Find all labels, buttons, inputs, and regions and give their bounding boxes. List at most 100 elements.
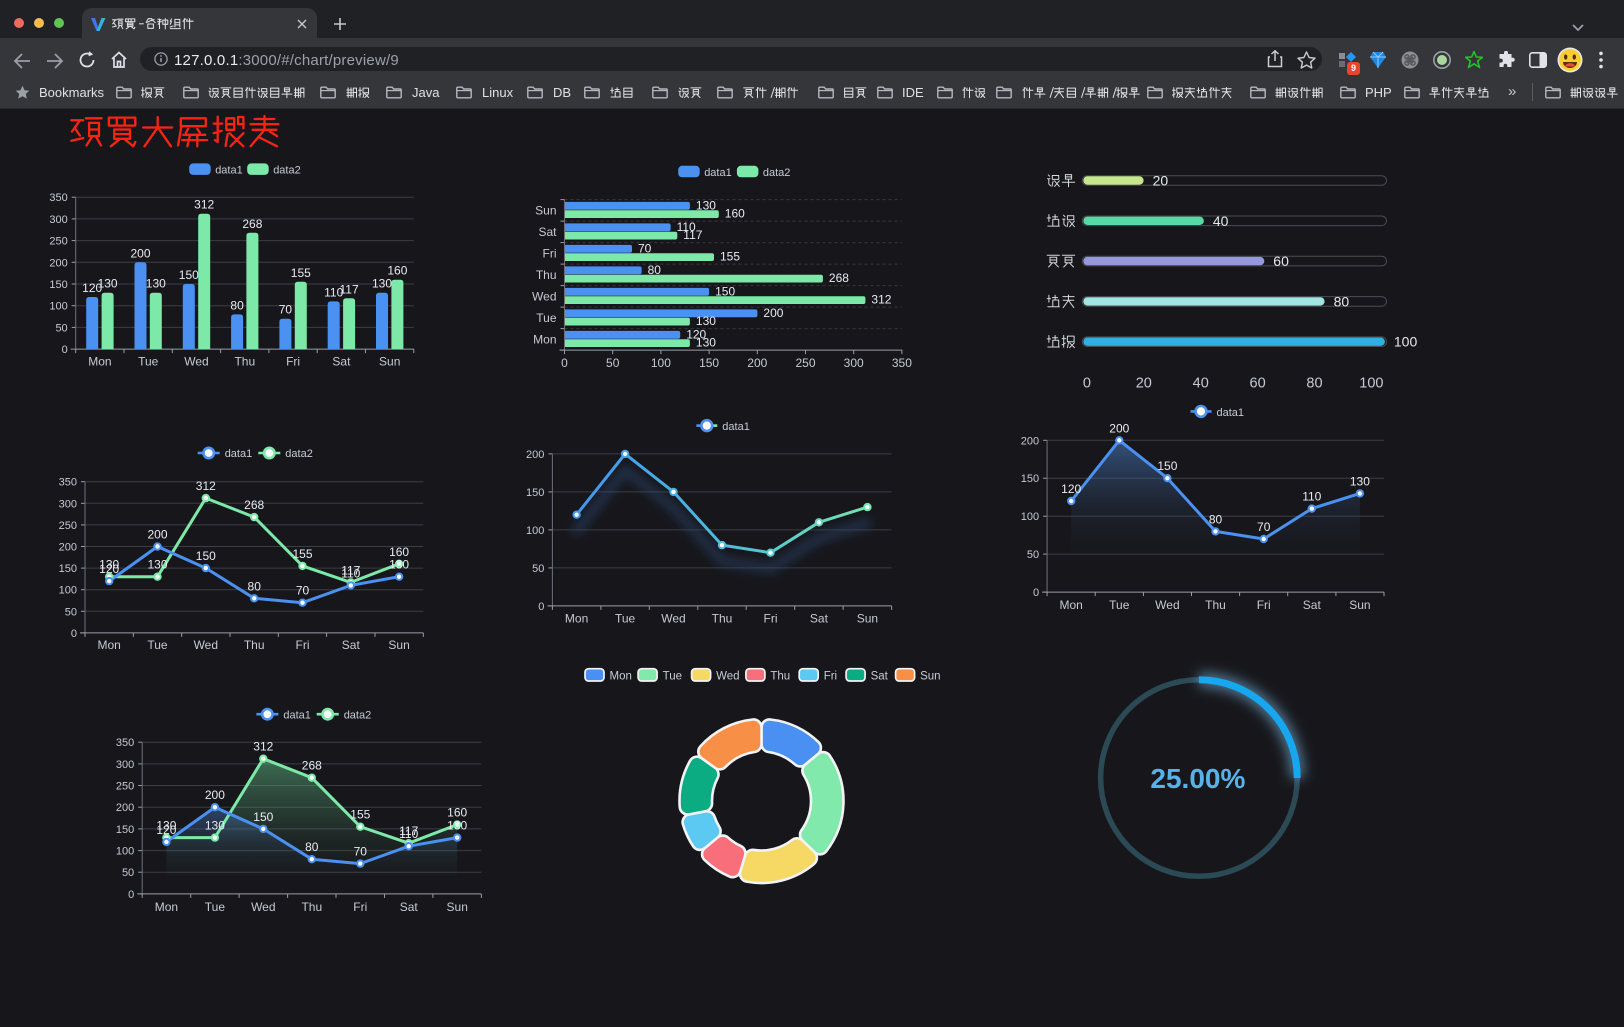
svg-text:117: 117 [683, 228, 702, 242]
svg-text:Wed: Wed [716, 670, 739, 682]
svg-text:130: 130 [146, 277, 166, 291]
svg-text:70: 70 [279, 303, 293, 317]
svg-text:312: 312 [194, 198, 214, 212]
svg-text:80: 80 [648, 263, 662, 277]
svg-text:250: 250 [49, 236, 67, 248]
svg-text:Thu: Thu [536, 268, 557, 282]
svg-text:200: 200 [130, 246, 150, 260]
svg-text:Thu: Thu [1205, 598, 1226, 612]
svg-text:200: 200 [59, 542, 77, 554]
svg-text:Sun: Sun [447, 900, 468, 914]
svg-text:Sat: Sat [810, 611, 829, 625]
svg-text:data1: data1 [225, 448, 253, 460]
svg-text:150: 150 [715, 284, 735, 298]
svg-text:50: 50 [65, 606, 77, 618]
svg-text:300: 300 [59, 498, 77, 510]
svg-text:Thu: Thu [712, 611, 733, 625]
svg-text:150: 150 [699, 356, 719, 370]
svg-text:0: 0 [1083, 376, 1091, 392]
svg-text:Sun: Sun [920, 670, 940, 682]
svg-text:60: 60 [1273, 253, 1289, 269]
svg-text:Mon: Mon [88, 355, 111, 369]
svg-text:120: 120 [686, 327, 706, 341]
svg-text:250: 250 [59, 520, 77, 532]
svg-text:150: 150 [1021, 473, 1039, 485]
svg-text:80: 80 [1209, 512, 1223, 526]
svg-text:50: 50 [606, 356, 620, 370]
svg-text:155: 155 [350, 808, 370, 822]
svg-text:150: 150 [179, 268, 199, 282]
svg-text:Fri: Fri [286, 355, 300, 369]
svg-text:150: 150 [59, 563, 77, 575]
svg-text:70: 70 [638, 241, 652, 255]
svg-text:110: 110 [1302, 490, 1321, 504]
svg-text:Thu: Thu [244, 638, 265, 652]
svg-text:160: 160 [387, 264, 407, 278]
svg-text:data1: data1 [283, 709, 311, 721]
svg-text:data1: data1 [704, 167, 732, 179]
svg-text:Wed: Wed [661, 611, 685, 625]
svg-text:120: 120 [1061, 482, 1081, 496]
svg-text:Thu: Thu [770, 670, 790, 682]
svg-text:200: 200 [763, 306, 783, 320]
svg-text:50: 50 [1027, 549, 1039, 561]
svg-text:data2: data2 [273, 164, 301, 176]
svg-text:0: 0 [561, 356, 568, 370]
svg-text:200: 200 [1021, 435, 1039, 447]
svg-text:20: 20 [1136, 376, 1152, 392]
svg-text:250: 250 [795, 356, 815, 370]
svg-text:200: 200 [116, 802, 134, 814]
svg-text:312: 312 [253, 740, 273, 754]
svg-text:data1: data1 [722, 421, 750, 433]
svg-text:100: 100 [49, 301, 67, 313]
svg-text:Sun: Sun [535, 203, 556, 217]
svg-text:data1: data1 [215, 164, 243, 176]
svg-text:Mon: Mon [533, 332, 556, 346]
svg-text:Sat: Sat [1303, 598, 1322, 612]
svg-text:data2: data2 [285, 448, 313, 460]
svg-text:100: 100 [59, 585, 77, 597]
svg-text:120: 120 [99, 562, 119, 576]
svg-text:70: 70 [1257, 520, 1271, 534]
svg-text:117: 117 [340, 282, 359, 296]
svg-text:150: 150 [1157, 459, 1177, 473]
svg-text:100: 100 [1394, 334, 1418, 350]
svg-text:130: 130 [696, 336, 716, 350]
svg-text:268: 268 [244, 498, 264, 512]
svg-text:Tue: Tue [615, 611, 636, 625]
svg-text:80: 80 [248, 579, 262, 593]
svg-text:80: 80 [230, 298, 244, 312]
svg-text:Sat: Sat [342, 638, 361, 652]
svg-text:Sun: Sun [857, 611, 878, 625]
svg-text:Sat: Sat [332, 355, 351, 369]
svg-text:110: 110 [341, 566, 360, 580]
svg-text:155: 155 [291, 266, 311, 280]
svg-text:50: 50 [122, 867, 134, 879]
svg-text:Sat: Sat [538, 225, 557, 239]
svg-text:Wed: Wed [532, 289, 556, 303]
svg-text:100: 100 [651, 356, 671, 370]
svg-text:Fri: Fri [353, 900, 367, 914]
svg-text:data1: data1 [1217, 407, 1245, 419]
svg-text:117: 117 [399, 824, 418, 838]
svg-text:Fri: Fri [1257, 598, 1271, 612]
svg-text:268: 268 [302, 759, 322, 773]
svg-text:350: 350 [892, 356, 912, 370]
svg-text:150: 150 [196, 549, 216, 563]
svg-text:130: 130 [372, 277, 392, 291]
svg-text:130: 130 [696, 314, 716, 328]
svg-text:50: 50 [55, 322, 67, 334]
svg-text:25.00%: 25.00% [1150, 763, 1245, 794]
svg-text:155: 155 [292, 547, 312, 561]
svg-text:312: 312 [196, 479, 216, 493]
svg-text:100: 100 [526, 525, 544, 537]
svg-text:300: 300 [844, 356, 864, 370]
svg-text:Mon: Mon [155, 900, 178, 914]
svg-text:130: 130 [1350, 474, 1370, 488]
svg-text:350: 350 [59, 477, 77, 489]
svg-text:200: 200 [147, 528, 167, 542]
svg-text:Thu: Thu [301, 900, 322, 914]
svg-text:160: 160 [725, 207, 745, 221]
svg-text:312: 312 [871, 293, 891, 307]
svg-text:40: 40 [1213, 213, 1229, 229]
